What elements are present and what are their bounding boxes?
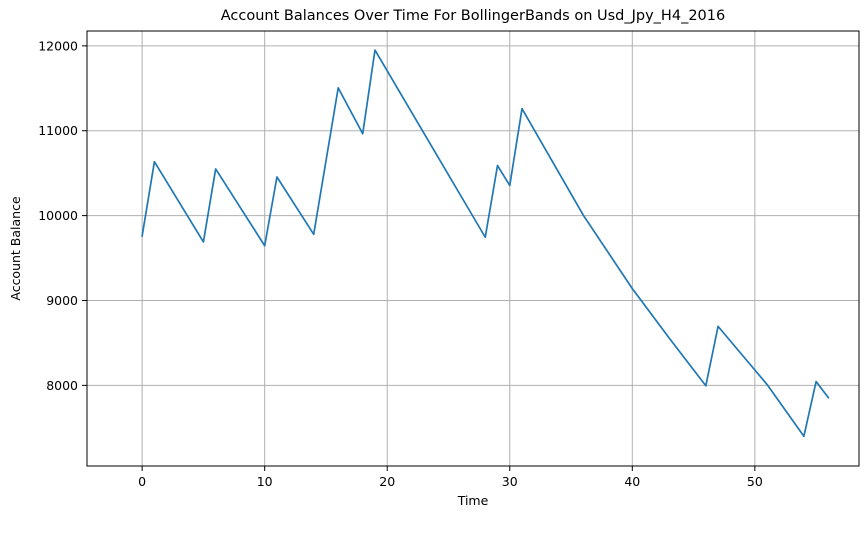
grid-lines: [87, 31, 859, 466]
chart-title: Account Balances Over Time For Bollinger…: [221, 8, 725, 24]
x-tick-label: 40: [624, 474, 640, 489]
y-tick-label: 11000: [38, 123, 78, 138]
y-tick-label: 9000: [46, 293, 78, 308]
x-tick-label: 0: [138, 474, 146, 489]
x-axis-ticks: 0 10 20 30 40 50: [138, 466, 763, 489]
y-tick-label: 8000: [46, 378, 78, 393]
plot-frame: [86, 30, 860, 467]
account-balance-line: [141, 49, 830, 438]
y-tick-label: 12000: [38, 38, 78, 53]
y-axis-ticks: 8000 9000 10000 11000 12000: [38, 38, 87, 393]
x-axis-label: Time: [457, 493, 489, 508]
x-tick-label: 20: [379, 474, 395, 489]
x-tick-label: 50: [747, 474, 763, 489]
x-tick-label: 30: [502, 474, 518, 489]
x-tick-label: 10: [257, 474, 273, 489]
y-tick-label: 10000: [38, 208, 78, 223]
series-layer: [141, 49, 830, 438]
y-axis-label: Account Balance: [8, 196, 23, 301]
